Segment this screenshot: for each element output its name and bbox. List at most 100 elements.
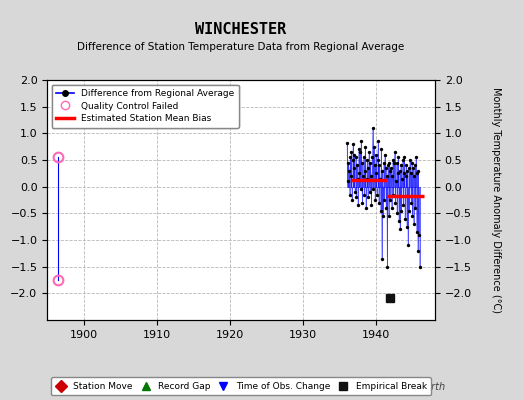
Point (396, 226, 405, 232)
Point (367, 202, 376, 208)
Point (353, 176, 362, 182)
Point (399, 202, 408, 208)
Point (402, 162, 410, 168)
Point (369, 186, 377, 192)
Point (368, 125, 377, 131)
Point (405, 208, 413, 214)
Legend: Station Move, Record Gap, Time of Obs. Change, Empirical Break: Station Move, Record Gap, Time of Obs. C… (51, 378, 431, 396)
Point (358, 200, 366, 206)
Point (396, 168, 404, 174)
Point (346, 154, 354, 160)
Point (361, 144, 369, 150)
Point (363, 176, 371, 182)
Point (388, 173, 397, 179)
Point (406, 157, 414, 163)
Point (390, 149, 399, 155)
Point (374, 138, 383, 144)
Point (375, 200, 383, 206)
Point (356, 186, 365, 192)
Point (363, 157, 372, 163)
Point (395, 218, 403, 224)
Point (385, 213, 393, 219)
Point (401, 173, 410, 179)
Point (412, 154, 420, 160)
Point (392, 160, 401, 166)
Point (407, 170, 415, 176)
Point (372, 170, 380, 176)
Point (348, 197, 356, 203)
Point (409, 165, 417, 171)
Point (346, 173, 355, 179)
Point (412, 229, 421, 235)
Point (362, 205, 370, 211)
Point (350, 165, 358, 171)
Point (365, 189, 374, 195)
Point (387, 165, 395, 171)
Point (382, 205, 390, 211)
Point (385, 160, 394, 166)
Point (389, 192, 398, 198)
Point (411, 205, 420, 211)
Point (357, 160, 366, 166)
Point (378, 256, 386, 262)
Point (364, 165, 373, 171)
Text: Difference of Station Temperature Data from Regional Average: Difference of Station Temperature Data f… (78, 42, 405, 52)
Point (405, 165, 413, 171)
Point (376, 208, 385, 214)
Point (370, 162, 379, 168)
Point (409, 221, 418, 227)
Point (359, 154, 368, 160)
Point (416, 264, 424, 270)
Y-axis label: Monthly Temperature Anomaly Difference (°C): Monthly Temperature Anomaly Difference (… (491, 87, 501, 313)
Point (344, 178, 352, 184)
Point (379, 160, 388, 166)
Point (366, 160, 375, 166)
Point (355, 170, 364, 176)
Point (379, 213, 387, 219)
Point (400, 154, 409, 160)
Point (345, 168, 353, 174)
Point (387, 205, 396, 211)
Point (390, 160, 398, 166)
Point (392, 178, 400, 184)
Point (367, 173, 375, 179)
Point (398, 176, 406, 182)
Point (353, 162, 361, 168)
Point (345, 192, 354, 198)
Point (408, 213, 417, 219)
Point (356, 149, 364, 155)
Point (393, 210, 401, 216)
Point (380, 197, 388, 203)
Point (407, 200, 416, 206)
Point (413, 248, 422, 254)
Point (381, 152, 389, 158)
Point (413, 170, 421, 176)
Point (397, 162, 405, 168)
Point (414, 168, 423, 174)
Point (351, 189, 359, 195)
Point (352, 154, 360, 160)
Point (372, 152, 380, 158)
Point (383, 264, 391, 270)
Point (361, 168, 369, 174)
Point (371, 197, 379, 203)
Point (374, 157, 382, 163)
Point (394, 154, 402, 160)
Point (359, 173, 367, 179)
Point (360, 192, 368, 198)
Point (397, 208, 406, 214)
Point (344, 160, 353, 166)
Point (403, 168, 412, 174)
Point (386, 168, 395, 174)
Text: WINCHESTER: WINCHESTER (195, 22, 287, 37)
Point (375, 162, 384, 168)
Point (349, 141, 357, 147)
Point (365, 149, 373, 155)
Point (401, 216, 409, 222)
Point (355, 146, 363, 152)
Point (415, 232, 423, 238)
Point (400, 170, 408, 176)
Point (391, 200, 399, 206)
Point (408, 160, 416, 166)
Point (354, 202, 362, 208)
